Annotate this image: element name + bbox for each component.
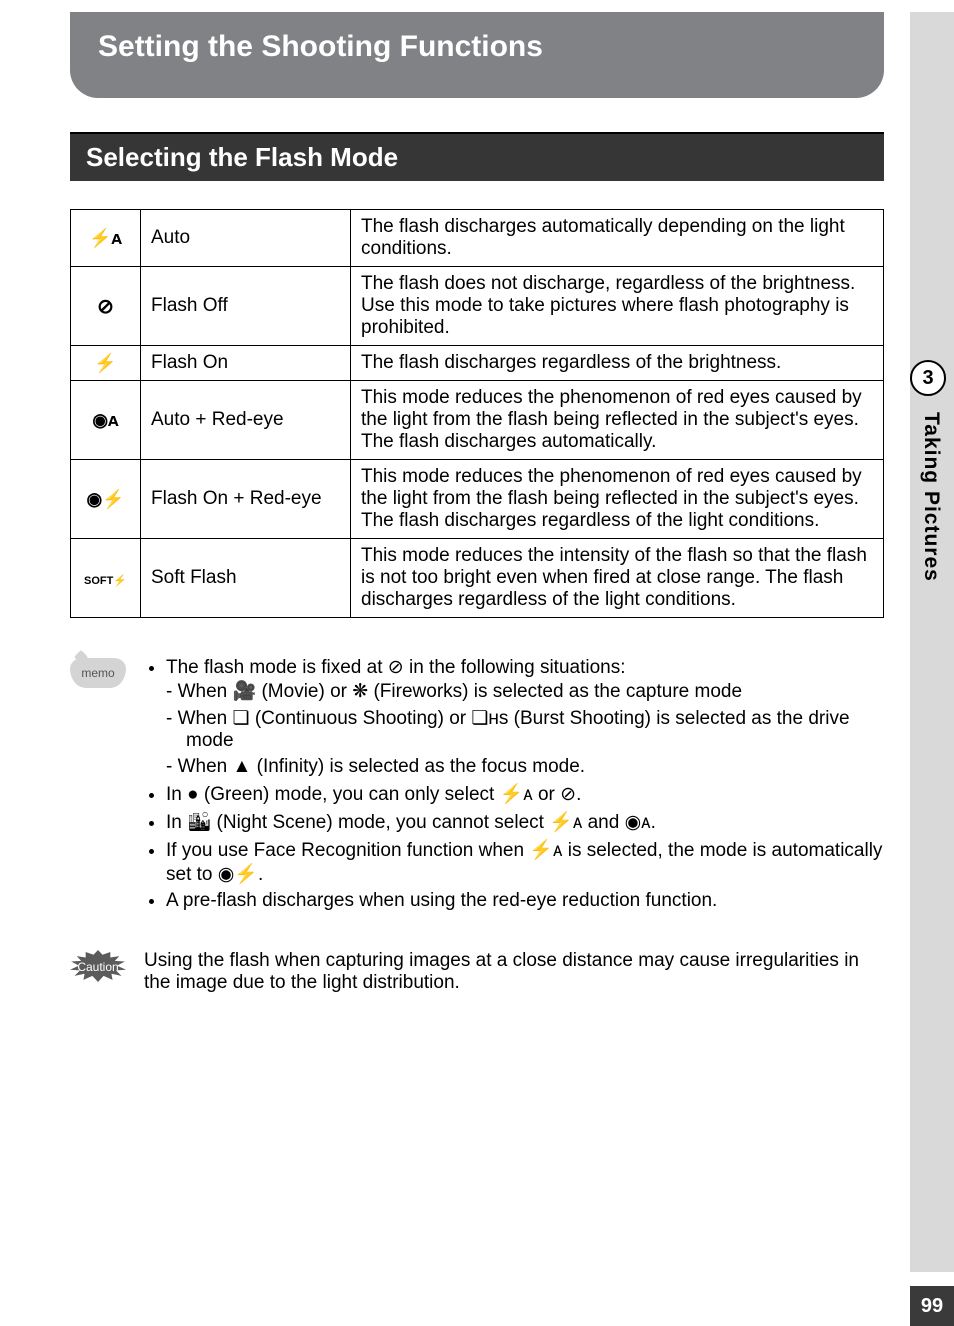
- memo-icon: memo: [70, 656, 130, 916]
- flash-off-icon: ⊘: [388, 656, 404, 679]
- fireworks-icon: ❋: [352, 680, 368, 703]
- page-number: 99: [910, 1286, 954, 1326]
- memo-item: In ● (Green) mode, you can only select ⚡…: [166, 782, 884, 806]
- redeye-on-icon: ◉⚡: [218, 862, 258, 886]
- memo-content: The flash mode is fixed at ⊘ in the foll…: [144, 656, 884, 916]
- table-row: SOFT⚡ Soft Flash This mode reduces the i…: [71, 539, 884, 618]
- side-tab: [910, 12, 954, 1272]
- flash-table-body: ⚡ᴀ Auto The flash discharges automatical…: [71, 210, 884, 618]
- mode-icon: SOFT⚡: [71, 539, 141, 618]
- mode-desc: The flash discharges automatically depen…: [351, 210, 884, 267]
- flash-auto-icon: ⚡ᴀ: [529, 838, 562, 862]
- mode-desc: The flash discharges regardless of the b…: [351, 346, 884, 381]
- mode-icon: ⚡: [71, 346, 141, 381]
- caution-block: Caution Using the flash when capturing i…: [70, 950, 884, 994]
- green-icon: ●: [187, 784, 198, 806]
- night-icon: 🏙: [187, 810, 211, 834]
- mode-name: Auto: [141, 210, 351, 267]
- chapter-label: Taking Pictures: [919, 412, 943, 582]
- movie-icon: 🎥: [233, 679, 257, 703]
- table-row: ◉⚡ Flash On + Red-eye This mode reduces …: [71, 460, 884, 539]
- memo-item: A pre-flash discharges when using the re…: [166, 890, 884, 912]
- mode-desc: This mode reduces the phenomenon of red …: [351, 460, 884, 539]
- mode-desc: This mode reduces the intensity of the f…: [351, 539, 884, 618]
- flash-auto-icon: ⚡ᴀ: [500, 782, 533, 806]
- memo-subitem: When ❏ (Continuous Shooting) or ❏ʜs (Bur…: [186, 707, 884, 752]
- table-row: ⊘ Flash Off The flash does not discharge…: [71, 267, 884, 346]
- table-row: ⚡ Flash On The flash discharges regardle…: [71, 346, 884, 381]
- memo-item: In 🏙 (Night Scene) mode, you cannot sele…: [166, 810, 884, 834]
- mode-icon: ◉⚡: [71, 460, 141, 539]
- mode-name: Auto + Red-eye: [141, 381, 351, 460]
- mode-name: Flash On: [141, 346, 351, 381]
- mode-desc: This mode reduces the phenomenon of red …: [351, 381, 884, 460]
- section-heading: Selecting the Flash Mode: [70, 132, 884, 181]
- flash-off-icon: ⊘: [560, 783, 576, 806]
- continuous-icon: ❏: [233, 707, 250, 730]
- table-row: ⚡ᴀ Auto The flash discharges automatical…: [71, 210, 884, 267]
- caution-badge: Caution: [70, 950, 126, 984]
- burst-icon: ❏ʜs: [471, 707, 508, 730]
- mode-name: Flash On + Red-eye: [141, 460, 351, 539]
- memo-item: The flash mode is fixed at ⊘ in the foll…: [166, 656, 884, 778]
- page-title: Setting the Shooting Functions: [70, 12, 884, 98]
- page-root: 3 Taking Pictures 99 Setting the Shootin…: [0, 12, 954, 1326]
- memo-subitem: When 🎥 (Movie) or ❋ (Fireworks) is selec…: [186, 679, 884, 703]
- mode-icon: ⊘: [71, 267, 141, 346]
- redeye-auto-icon: ◉ᴀ: [625, 811, 651, 834]
- memo-block: memo The flash mode is fixed at ⊘ in the…: [70, 656, 884, 916]
- caution-icon: Caution: [70, 950, 130, 994]
- flash-mode-table: ⚡ᴀ Auto The flash discharges automatical…: [70, 209, 884, 618]
- flash-auto-icon: ⚡ᴀ: [549, 810, 582, 834]
- memo-item: If you use Face Recognition function whe…: [166, 838, 884, 886]
- mode-name: Flash Off: [141, 267, 351, 346]
- chapter-badge: 3: [910, 360, 946, 396]
- mode-icon: ◉ᴀ: [71, 381, 141, 460]
- infinity-icon: ▲: [233, 756, 252, 778]
- mode-name: Soft Flash: [141, 539, 351, 618]
- memo-badge: memo: [70, 658, 126, 688]
- mode-icon: ⚡ᴀ: [71, 210, 141, 267]
- mode-desc: The flash does not discharge, regardless…: [351, 267, 884, 346]
- caution-text: Using the flash when capturing images at…: [144, 950, 884, 994]
- table-row: ◉ᴀ Auto + Red-eye This mode reduces the …: [71, 381, 884, 460]
- memo-subitem: When ▲ (Infinity) is selected as the foc…: [186, 756, 884, 778]
